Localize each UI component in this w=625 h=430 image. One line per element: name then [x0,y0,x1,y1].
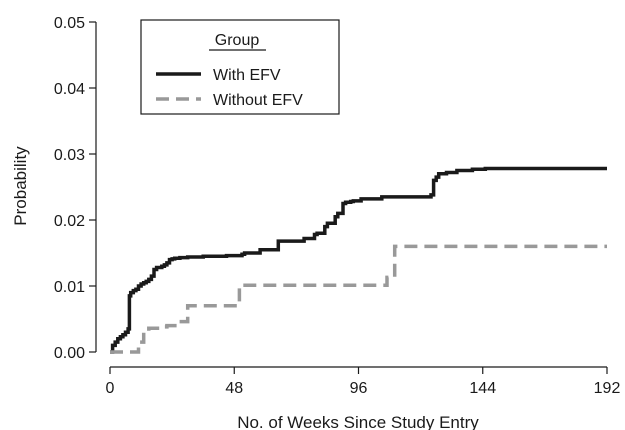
legend-title: Group [215,32,260,49]
series-layer [110,166,607,354]
x-tick-label: 48 [225,380,243,397]
y-tick-label: 0.01 [54,279,85,296]
legend-box [140,19,340,115]
series-line-without-efv [110,244,607,354]
y-tick-label: 0.00 [54,345,85,362]
y-tick-label: 0.03 [54,147,85,164]
y-axis-title: Probability [11,146,30,226]
legend: Group With EFV Without EFV [140,19,340,115]
legend-label-without-efv: Without EFV [213,92,303,109]
x-tick-label: 96 [350,380,368,397]
x-axis-title: No. of Weeks Since Study Entry [237,413,479,430]
x-axis: 0 48 96 144 192 [106,366,621,397]
legend-label-with-efv: With EFV [213,67,281,84]
y-tick-label: 0.05 [54,15,85,32]
y-axis: 0.00 0.01 0.02 0.03 0.04 0.05 [54,15,97,362]
x-tick-label: 0 [106,380,115,397]
x-tick-label: 144 [469,380,496,397]
series-line-with-efv [110,166,607,354]
y-tick-label: 0.02 [54,213,85,230]
x-tick-label: 192 [594,380,621,397]
y-tick-label: 0.04 [54,81,85,98]
plot-area [110,166,607,354]
